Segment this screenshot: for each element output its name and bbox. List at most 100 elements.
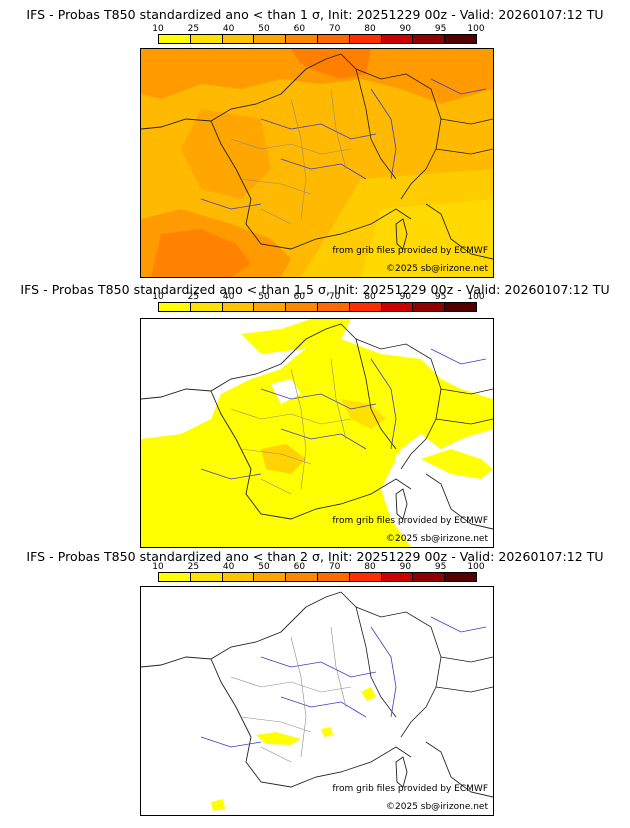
colorbar-tick-label: 10 xyxy=(152,292,164,302)
border-lines xyxy=(340,323,493,470)
map-panel-1: IFS - Probas T850 standardized ano < tha… xyxy=(0,0,630,280)
coastline xyxy=(395,756,408,788)
coastline xyxy=(395,488,408,520)
map-panel-2: IFS - Probas T850 standardized ano < tha… xyxy=(0,275,630,550)
colorbar-swatch xyxy=(317,35,350,43)
probability-area-10 xyxy=(141,339,493,547)
colorbar-swatch xyxy=(254,35,287,43)
colorbar-tick-label: 60 xyxy=(293,562,306,572)
probability-area-25 xyxy=(341,399,386,429)
rivers xyxy=(200,78,487,210)
colorbar-tick-label: 70 xyxy=(328,24,341,34)
coastline xyxy=(395,218,408,250)
colorbar-tick-label: 60 xyxy=(293,292,306,302)
no-signal-area xyxy=(271,379,301,404)
colorbar-tick-label: 60 xyxy=(293,24,306,34)
coastline xyxy=(141,323,493,530)
border-lines xyxy=(340,53,493,200)
data-source-label: from grib files provided by ECMWF xyxy=(332,246,488,256)
colorbar-swatch xyxy=(445,303,476,311)
colorbar-tick-label: 95 xyxy=(434,292,447,302)
data-source-label: from grib files provided by ECMWF xyxy=(332,784,488,794)
colorbar-swatch xyxy=(381,35,414,43)
colorbar-tick-label: 100 xyxy=(467,562,485,572)
probability-area-10 xyxy=(211,799,225,811)
colorbar-tick-label: 10 xyxy=(152,24,164,34)
colorbar-tick-label: 70 xyxy=(328,292,341,302)
colorbar xyxy=(158,572,477,582)
colorbar-tick-label: 40 xyxy=(222,24,235,34)
no-signal-area xyxy=(396,454,421,519)
colorbar-swatch xyxy=(317,303,350,311)
colorbar-tick-label: 50 xyxy=(258,24,270,34)
probability-area-70 xyxy=(291,49,371,79)
probability-map: from grib files provided by ECMWF ©2025 … xyxy=(140,48,494,278)
rivers xyxy=(200,348,487,480)
colorbar-swatch xyxy=(445,573,476,581)
colorbar-tick-label: 80 xyxy=(364,24,376,34)
colorbar-swatch xyxy=(445,35,476,43)
border-lines xyxy=(340,591,493,738)
panel-title: IFS - Probas T850 standardized ano < tha… xyxy=(26,549,604,564)
copyright-label: ©2025 sb@irizone.net xyxy=(386,802,488,812)
colorbar-tick-label: 90 xyxy=(399,292,412,302)
coastline xyxy=(141,591,493,798)
colorbar-swatch xyxy=(349,303,382,311)
colorbar-tick-label: 80 xyxy=(364,292,376,302)
colorbar-swatch xyxy=(159,303,191,311)
probability-area-10 xyxy=(321,727,333,737)
panel-title: IFS - Probas T850 standardized ano < tha… xyxy=(26,7,604,22)
probability-map: from grib files provided by ECMWF ©2025 … xyxy=(140,318,494,548)
colorbar-tick-label: 25 xyxy=(187,24,200,34)
probability-area-10 xyxy=(241,319,351,354)
probability-area-25 xyxy=(261,444,306,474)
region-boundaries xyxy=(230,358,352,495)
region-boundaries xyxy=(230,88,352,225)
coastline xyxy=(141,53,493,260)
colorbar-tick-label: 80 xyxy=(364,562,376,572)
colorbar-tick-label: 100 xyxy=(467,24,485,34)
colorbar-tick-label: 25 xyxy=(187,292,200,302)
colorbar-tick-label: 95 xyxy=(434,24,447,34)
probability-area-70 xyxy=(151,229,251,277)
colorbar-swatch xyxy=(222,573,255,581)
copyright-label: ©2025 sb@irizone.net xyxy=(386,534,488,544)
colorbar-tick-label: 40 xyxy=(222,292,235,302)
rivers xyxy=(200,616,487,748)
probability-area-10 xyxy=(256,732,301,745)
colorbar-swatch xyxy=(381,303,414,311)
colorbar-swatch xyxy=(159,35,191,43)
probability-area-10 xyxy=(361,199,493,277)
panel-title: IFS - Probas T850 standardized ano < tha… xyxy=(20,282,610,297)
colorbar-swatch xyxy=(286,573,318,581)
colorbar-swatch xyxy=(190,573,223,581)
colorbar-swatch xyxy=(317,573,350,581)
colorbar-swatch xyxy=(413,573,446,581)
colorbar-swatch xyxy=(349,573,382,581)
colorbar-tick-label: 50 xyxy=(258,292,270,302)
probability-area-10 xyxy=(361,687,376,701)
colorbar-tick-label: 90 xyxy=(399,24,412,34)
colorbar xyxy=(158,302,477,312)
colorbar-swatch xyxy=(222,303,255,311)
colorbar-swatch xyxy=(222,35,255,43)
colorbar-tick-label: 50 xyxy=(258,562,270,572)
colorbar-tick-label: 70 xyxy=(328,562,341,572)
colorbar-tick-label: 100 xyxy=(467,292,485,302)
colorbar-swatch xyxy=(254,303,287,311)
probability-area-50 xyxy=(181,109,271,199)
probability-map: from grib files provided by ECMWF ©2025 … xyxy=(140,586,494,816)
colorbar-tick-label: 10 xyxy=(152,562,164,572)
colorbar-ticks: 10 25 40 50 60 70 80 90 95 100 xyxy=(152,24,484,34)
colorbar-swatch xyxy=(286,35,318,43)
colorbar-swatch xyxy=(413,35,446,43)
probability-area-60 xyxy=(141,49,493,104)
colorbar-swatch xyxy=(381,573,414,581)
region-boundaries xyxy=(230,626,352,763)
colorbar-tick-label: 95 xyxy=(434,562,447,572)
colorbar-tick-label: 25 xyxy=(187,562,200,572)
colorbar-swatch xyxy=(190,35,223,43)
colorbar-swatch xyxy=(254,573,287,581)
colorbar-swatch xyxy=(413,303,446,311)
data-source-label: from grib files provided by ECMWF xyxy=(332,516,488,526)
